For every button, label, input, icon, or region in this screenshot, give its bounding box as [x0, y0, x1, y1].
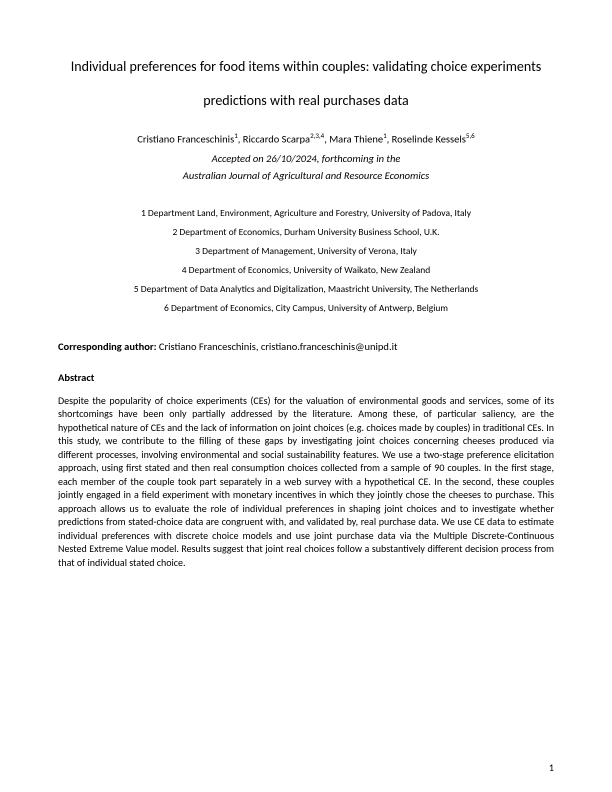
abstract-body: Despite the popularity of choice experim… [58, 394, 554, 570]
author-3: Mara Thiene [329, 133, 383, 146]
affiliation-2: 2 Department of Economics, Durham Univer… [58, 223, 554, 242]
corresponding-value: Cristiano Franceschinis, cristiano.franc… [157, 340, 398, 353]
author-2-affil: 2,3,4 [310, 131, 324, 140]
corresponding-author: Corresponding author: Cristiano Francesc… [58, 340, 554, 353]
accepted-line: Accepted on 26/10/2024, forthcoming in t… [58, 152, 554, 165]
title-line-1: Individual preferences for food items wi… [71, 58, 542, 75]
author-1: Cristiano Franceschinis [137, 133, 234, 146]
journal-line: Australian Journal of Agricultural and R… [58, 169, 554, 182]
affiliation-6: 6 Department of Economics, City Campus, … [58, 299, 554, 318]
paper-title: Individual preferences for food items wi… [58, 50, 554, 117]
author-3-affil: 1 [383, 131, 387, 140]
affiliations-block: 1 Department Land, Environment, Agricult… [58, 204, 554, 318]
author-1-affil: 1 [234, 131, 238, 140]
page-number: 1 [549, 761, 554, 774]
author-4: Roselinde Kessels [392, 133, 466, 146]
affiliation-4: 4 Department of Economics, University of… [58, 261, 554, 280]
corresponding-label: Corresponding author: [58, 340, 157, 353]
author-4-affil: 5,6 [466, 131, 475, 140]
affiliation-5: 5 Department of Data Analytics and Digit… [58, 280, 554, 299]
authors-line: Cristiano Franceschinis1, Riccardo Scarp… [58, 131, 554, 146]
title-line-2: predictions with real purchases data [203, 92, 408, 109]
affiliation-3: 3 Department of Management, University o… [58, 242, 554, 261]
author-2: Riccardo Scarpa [243, 133, 310, 146]
affiliation-1: 1 Department Land, Environment, Agricult… [58, 204, 554, 223]
abstract-heading: Abstract [58, 371, 554, 384]
